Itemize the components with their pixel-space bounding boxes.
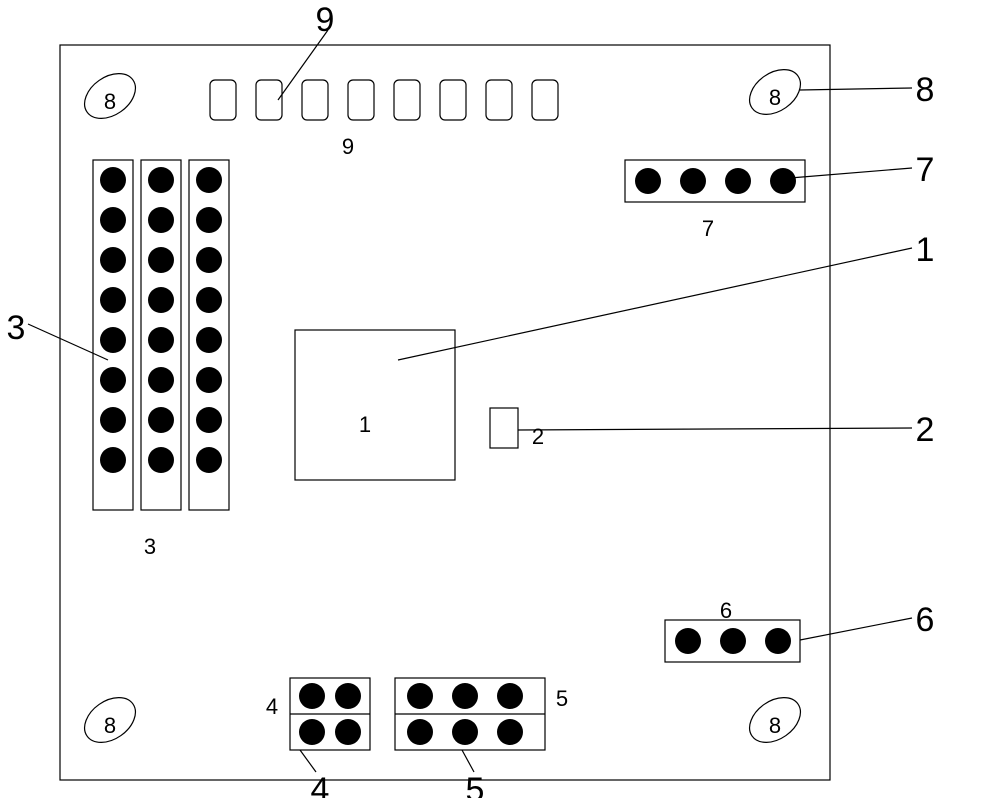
svg-text:7: 7 xyxy=(916,151,935,189)
svg-text:2: 2 xyxy=(532,424,544,449)
svg-text:4: 4 xyxy=(311,771,330,798)
svg-text:3: 3 xyxy=(7,309,26,347)
pcb-diagram: 9 7 1 2 3 4 5 6 8 8 8 8 9 8 7 1 2 6 3 4 5 xyxy=(0,0,1000,798)
svg-text:8: 8 xyxy=(104,713,116,738)
svg-text:6: 6 xyxy=(916,601,935,639)
svg-text:1: 1 xyxy=(359,412,371,437)
svg-text:5: 5 xyxy=(466,771,485,798)
svg-text:6: 6 xyxy=(720,598,732,623)
svg-text:5: 5 xyxy=(556,686,568,711)
svg-text:8: 8 xyxy=(104,89,116,114)
svg-text:3: 3 xyxy=(144,534,156,559)
svg-text:9: 9 xyxy=(342,134,354,159)
svg-text:4: 4 xyxy=(266,694,278,719)
svg-text:8: 8 xyxy=(769,85,781,110)
svg-text:7: 7 xyxy=(702,216,714,241)
svg-text:8: 8 xyxy=(769,713,781,738)
svg-text:9: 9 xyxy=(316,1,335,39)
svg-text:1: 1 xyxy=(916,231,935,269)
svg-text:2: 2 xyxy=(916,411,935,449)
svg-text:8: 8 xyxy=(916,71,935,109)
